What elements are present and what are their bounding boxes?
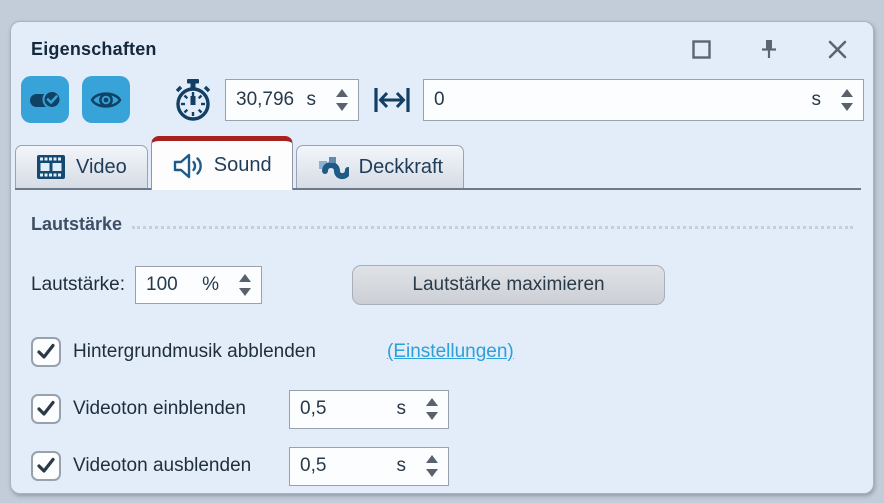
fade-out-unit: s — [396, 455, 407, 476]
titlebar: Eigenschaften — [11, 22, 873, 61]
background-music-row: Hintergrundmusik abblenden (Einstellunge… — [21, 332, 853, 372]
fade-in-input[interactable] — [300, 398, 397, 420]
duration-spinbox: s — [225, 78, 359, 121]
offset-icon-wrap — [372, 80, 412, 120]
volume-row: Lautstärke: % Lautstärke maximieren — [21, 265, 853, 305]
close-icon — [828, 40, 846, 58]
toolbar: s s — [21, 76, 864, 123]
section-divider — [132, 226, 853, 229]
spin-up-icon[interactable] — [239, 274, 251, 282]
duration-spinner — [331, 88, 353, 111]
tab-video[interactable]: Video — [15, 145, 148, 188]
stopwatch-icon — [175, 78, 211, 121]
sound-tab-content: Lautstärke Lautstärke: % Lautstärke maxi… — [11, 190, 873, 486]
fade-in-spinbox: s — [289, 389, 449, 429]
volume-unit: % — [202, 274, 219, 295]
fade-out-checkbox[interactable] — [31, 451, 61, 481]
fade-out-spinbox: s — [289, 446, 449, 486]
spin-up-icon[interactable] — [426, 455, 438, 463]
pin-button[interactable] — [757, 37, 781, 61]
section-title: Lautstärke — [31, 214, 123, 234]
width-icon — [374, 87, 410, 112]
spin-up-icon[interactable] — [426, 398, 438, 406]
eye-icon — [90, 91, 122, 108]
fade-out-input[interactable] — [300, 455, 397, 477]
fade-in-row: Videoton einblenden s — [21, 389, 853, 429]
spin-up-icon[interactable] — [336, 88, 348, 97]
volume-input[interactable] — [146, 274, 203, 296]
volume-label: Lautstärke: — [31, 274, 125, 295]
background-music-checkbox[interactable] — [31, 337, 61, 367]
duration-unit: s — [306, 88, 317, 110]
offset-input[interactable] — [434, 88, 812, 111]
offset-spinner — [836, 88, 858, 111]
fade-in-label: Videoton einblenden — [73, 398, 246, 419]
tab-bar: Video Sound Deckkraft — [15, 136, 861, 190]
maximize-volume-button[interactable]: Lautstärke maximieren — [352, 265, 665, 305]
volume-spinbox: % — [135, 266, 262, 304]
fade-out-row: Videoton ausblenden s — [21, 446, 853, 486]
fade-out-spinner — [421, 455, 443, 477]
settings-link[interactable]: (Einstellungen) — [387, 341, 514, 362]
offset-unit: s — [811, 88, 822, 110]
background-music-label: Hintergrundmusik abblenden — [73, 341, 316, 362]
fade-in-checkbox[interactable] — [31, 394, 61, 424]
square-icon — [691, 39, 711, 59]
film-icon — [37, 155, 65, 179]
check-icon — [37, 457, 55, 473]
duration-icon-wrap — [172, 78, 214, 122]
spin-up-icon[interactable] — [841, 88, 853, 97]
fade-in-spinner — [421, 398, 443, 420]
section-lautstaerke: Lautstärke — [21, 214, 853, 235]
spin-down-icon[interactable] — [841, 102, 853, 111]
close-button[interactable] — [825, 37, 849, 61]
volume-spinner — [234, 274, 256, 296]
tab-label: Deckkraft — [358, 155, 444, 178]
spin-down-icon[interactable] — [336, 102, 348, 111]
duration-input[interactable] — [236, 88, 307, 111]
enable-media-button[interactable] — [21, 76, 69, 123]
fade-out-label: Videoton ausblenden — [73, 455, 252, 476]
tab-label: Sound — [213, 154, 272, 176]
fade-in-unit: s — [396, 398, 407, 419]
tab-deckkraft[interactable]: Deckkraft — [295, 145, 465, 188]
check-icon — [37, 400, 55, 416]
tab-sound[interactable]: Sound — [150, 136, 293, 190]
panel-title: Eigenschaften — [31, 38, 157, 59]
visibility-button[interactable] — [82, 76, 130, 123]
pin-icon — [762, 40, 776, 58]
opacity-icon — [318, 157, 349, 180]
spin-down-icon[interactable] — [426, 469, 438, 477]
toggle-check-icon — [30, 89, 62, 109]
float-window-button[interactable] — [689, 37, 713, 61]
spin-down-icon[interactable] — [239, 288, 251, 296]
tab-label: Video — [76, 155, 127, 178]
properties-panel: Eigenschaften — [10, 21, 874, 494]
check-icon — [37, 343, 55, 359]
speaker-icon — [173, 153, 202, 178]
offset-spinbox: s — [423, 78, 864, 121]
spin-down-icon[interactable] — [426, 412, 438, 420]
